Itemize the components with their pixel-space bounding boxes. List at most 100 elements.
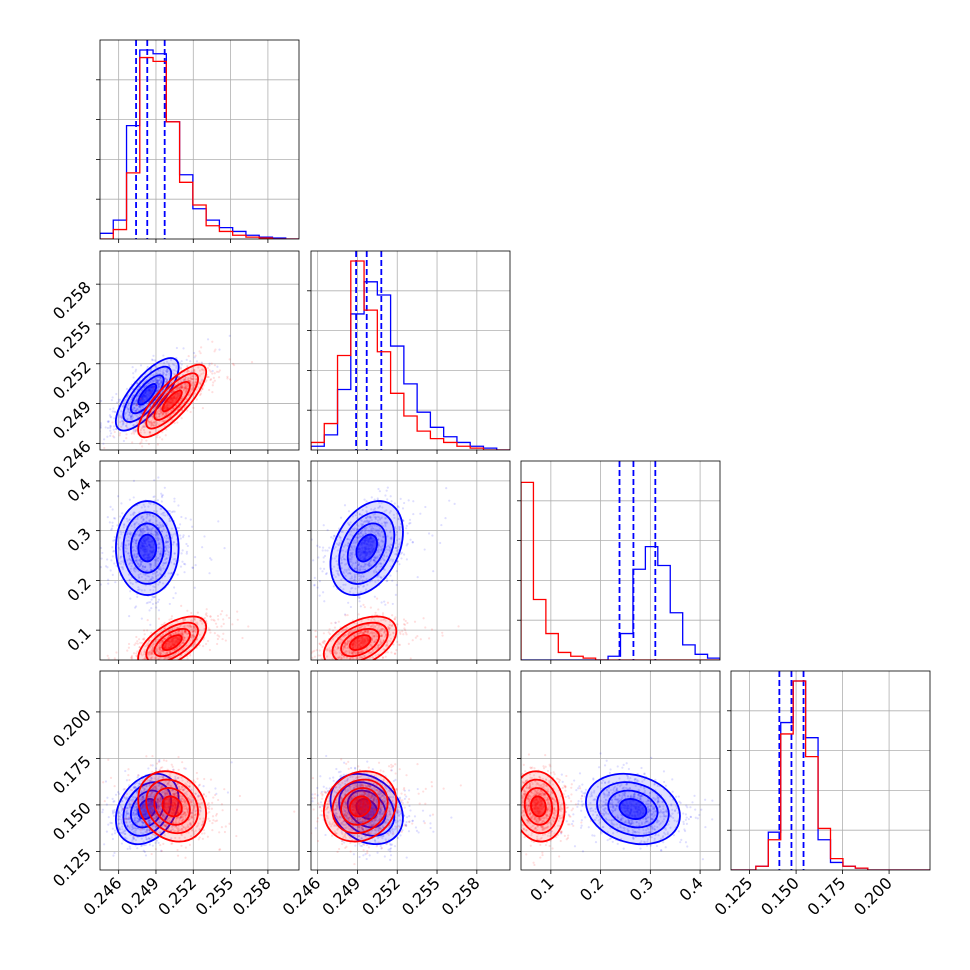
scatter-point-red	[156, 410, 159, 414]
scatter-point-red	[157, 409, 160, 412]
scatter-point-blue	[132, 402, 135, 405]
scatter-point-red	[151, 413, 155, 416]
scatter-point-blue	[147, 575, 151, 578]
scatter-point-red	[185, 384, 189, 388]
scatter-point-blue	[156, 372, 159, 375]
scatter-point-blue	[141, 531, 145, 535]
scatter-point-blue	[146, 527, 149, 531]
scatter-point-blue	[133, 523, 136, 527]
scatter-point-red	[153, 407, 156, 410]
scatter-point-red	[158, 663, 160, 665]
scatter-point-red	[220, 625, 223, 628]
scatter-point-red	[161, 413, 164, 416]
scatter-point-red	[177, 375, 180, 378]
scatter-point-blue	[76, 432, 78, 434]
scatter-point-blue	[191, 525, 194, 528]
scatter-point-blue	[189, 360, 192, 363]
scatter-point-red	[158, 646, 161, 649]
scatter-point-blue	[353, 579, 356, 582]
scatter-point-red	[135, 652, 138, 655]
scatter-point-red	[212, 618, 215, 622]
scatter-point-blue	[390, 500, 393, 503]
scatter-point-blue	[112, 407, 115, 410]
scatter-point-blue	[156, 379, 160, 383]
scatter-point-blue	[85, 439, 87, 441]
scatter-point-blue	[322, 560, 325, 563]
scatter-point-blue	[167, 540, 170, 543]
scatter-point-blue	[155, 531, 158, 534]
scatter-point-red	[182, 639, 185, 642]
panel-2-0: 0.10.20.30.4	[63, 460, 300, 673]
scatter-point-red	[189, 375, 193, 378]
scatter-point-red	[185, 624, 188, 627]
scatter-point-blue	[391, 602, 394, 606]
scatter-point-blue	[122, 531, 125, 534]
scatter-point-red	[160, 419, 164, 422]
scatter-point-blue	[349, 533, 352, 536]
scatter-point-blue	[100, 557, 103, 560]
scatter-point-blue	[157, 609, 161, 612]
scatter-point-red	[154, 405, 157, 408]
scatter-point-blue	[383, 600, 386, 603]
scatter-point-red	[150, 657, 153, 660]
scatter-point-red	[133, 671, 135, 673]
scatter-point-blue	[129, 411, 132, 414]
scatter-point-blue	[73, 526, 75, 528]
scatter-point-blue	[358, 566, 361, 569]
scatter-point-blue	[125, 424, 128, 427]
scatter-point-blue	[131, 366, 134, 369]
scatter-point-blue	[374, 568, 377, 571]
scatter-point-blue	[140, 530, 143, 533]
scatter-point-red	[184, 631, 187, 634]
scatter-point-blue	[195, 360, 199, 363]
scatter-point-blue	[355, 536, 359, 540]
scatter-point-blue	[170, 533, 173, 536]
scatter-point-blue	[155, 606, 158, 609]
scatter-point-blue	[127, 402, 131, 405]
scatter-point-blue	[100, 546, 103, 550]
scatter-point-blue	[154, 379, 158, 382]
scatter-point-red	[183, 377, 187, 380]
y-tick-label: 0.249	[49, 397, 95, 443]
y-tick-label: 0.1	[63, 624, 94, 655]
scatter-point-blue	[138, 405, 141, 408]
scatter-point-blue	[125, 424, 128, 428]
scatter-point-blue	[131, 582, 134, 586]
scatter-point-red	[139, 652, 143, 656]
scatter-point-red	[315, 649, 318, 652]
scatter-point-blue	[116, 524, 119, 527]
contour-blue	[329, 500, 404, 596]
scatter-point-red	[208, 364, 211, 367]
scatter-point-red	[130, 420, 133, 423]
scatter-point-red	[194, 377, 198, 381]
scatter-point-red	[136, 403, 139, 406]
scatter-point-blue	[161, 525, 165, 528]
scatter-point-red	[187, 624, 190, 627]
scatter-point-red	[126, 649, 129, 652]
scatter-point-red	[172, 632, 176, 635]
scatter-point-blue	[358, 577, 361, 581]
scatter-point-blue	[109, 415, 112, 418]
scatter-point-red	[171, 627, 174, 630]
scatter-point-blue	[131, 416, 135, 419]
scatter-point-blue	[134, 570, 137, 573]
scatter-point-red	[214, 348, 217, 351]
scatter-point-red	[148, 430, 151, 434]
scatter-point-blue	[154, 601, 158, 605]
scatter-point-blue	[380, 549, 383, 552]
scatter-point-blue	[147, 531, 150, 534]
scatter-point-blue	[165, 360, 169, 363]
scatter-point-red	[143, 413, 147, 416]
scatter-point-blue	[316, 544, 319, 547]
scatter-point-blue	[158, 383, 161, 386]
scatter-point-blue	[113, 517, 117, 520]
scatter-point-blue	[377, 562, 380, 566]
scatter-point-blue	[189, 518, 192, 521]
scatter-point-red	[170, 391, 173, 394]
scatter-point-blue	[106, 435, 109, 438]
scatter-point-red	[172, 407, 175, 411]
scatter-point-blue	[144, 524, 147, 527]
scatter-point-blue	[152, 589, 155, 592]
scatter-point-blue	[135, 538, 139, 541]
scatter-point-blue	[173, 500, 176, 503]
